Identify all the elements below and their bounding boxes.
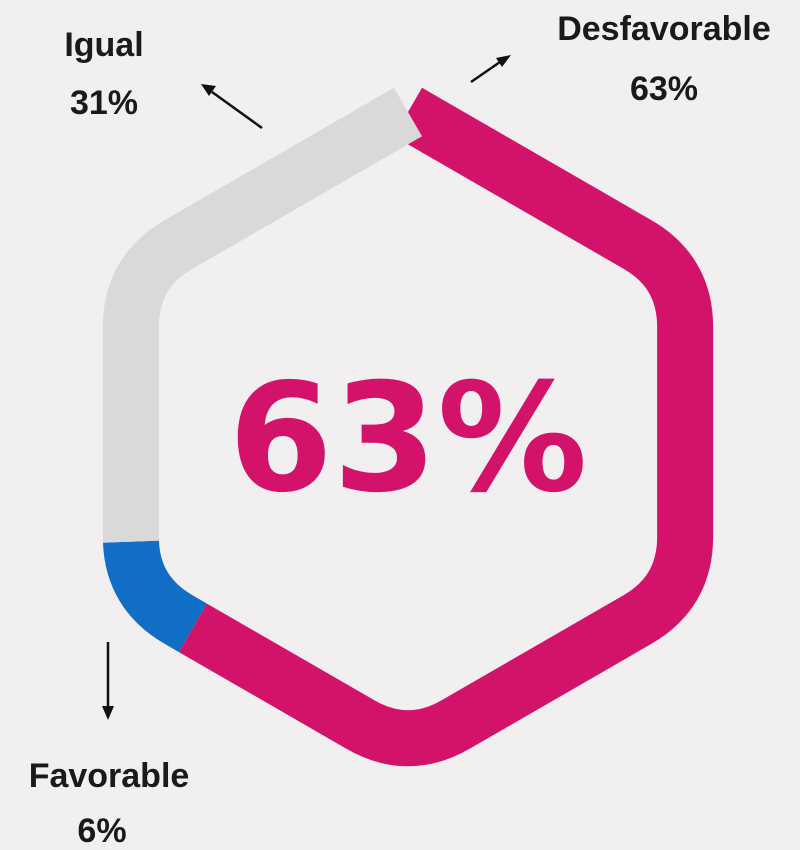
label-desfavorable: Desfavorable 63%: [557, 10, 771, 108]
label-desfavorable-name: Desfavorable: [557, 10, 771, 48]
arrow-desfavorable: [470, 55, 511, 84]
label-favorable-name: Favorable: [29, 757, 190, 795]
segment-igual: [102, 87, 714, 767]
label-igual: Igual 31%: [64, 26, 143, 122]
label-desfavorable-value: 63%: [630, 70, 698, 108]
label-igual-name: Igual: [64, 26, 143, 64]
label-igual-value: 31%: [70, 84, 138, 122]
label-favorable: Favorable 6%: [29, 757, 190, 850]
chart-segments: [102, 87, 714, 767]
arrow-igual: [201, 84, 263, 130]
label-favorable-value: 6%: [77, 812, 126, 850]
segment-desfavorable: [102, 87, 714, 767]
center-value-label: 63%: [228, 352, 587, 526]
arrow-favorable: [102, 642, 114, 720]
